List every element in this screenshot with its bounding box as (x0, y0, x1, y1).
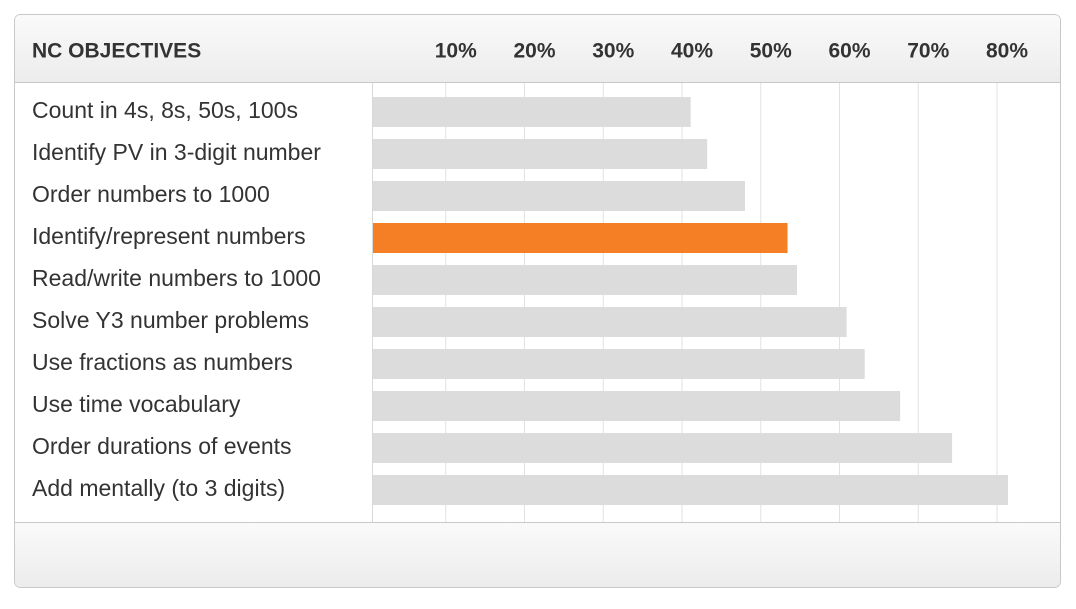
header (15, 15, 1060, 82)
y-tick-label: Use fractions as numbers (32, 349, 293, 375)
x-tick-label: 10% (435, 40, 477, 63)
x-tick-label: 40% (671, 40, 713, 63)
y-tick-label: Order numbers to 1000 (32, 181, 270, 207)
bar (373, 391, 901, 421)
y-tick-label: Count in 4s, 8s, 50s, 100s (32, 97, 298, 123)
bar (373, 181, 745, 211)
y-tick-label: Order durations of events (32, 433, 292, 459)
x-tick-label: 30% (592, 40, 634, 63)
bar (373, 139, 708, 169)
bar (373, 433, 953, 463)
y-tick-label: Add mentally (to 3 digits) (32, 475, 285, 501)
x-tick-label: 20% (513, 40, 555, 63)
y-tick-label: Solve Y3 number problems (32, 307, 309, 333)
bar (373, 265, 797, 295)
y-tick-label: Identify PV in 3-digit number (32, 139, 321, 165)
bar (373, 223, 788, 253)
y-tick-label: Read/write numbers to 1000 (32, 265, 321, 291)
x-tick-label: 50% (750, 40, 792, 63)
chart-title: NC OBJECTIVES (32, 40, 201, 63)
bar (373, 97, 691, 127)
y-tick-label: Identify/represent numbers (32, 223, 306, 249)
y-tick-label: Use time vocabulary (32, 391, 241, 417)
bar (373, 349, 865, 379)
x-tick-label: 60% (828, 40, 870, 63)
bar (373, 475, 1009, 505)
footer (15, 522, 1060, 587)
x-tick-label: 70% (907, 40, 949, 63)
x-tick-label: 80% (986, 40, 1028, 63)
bar (373, 307, 847, 337)
